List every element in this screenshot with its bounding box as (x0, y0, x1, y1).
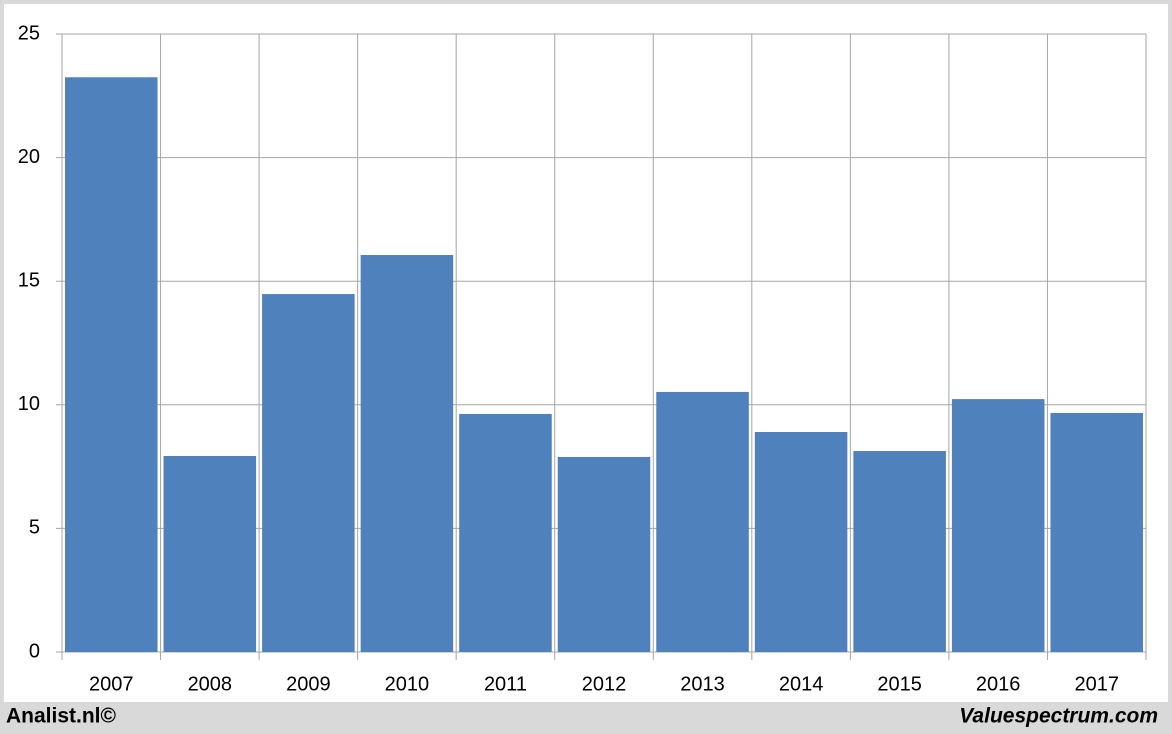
bar (65, 77, 158, 652)
bar (754, 431, 848, 652)
bar (557, 456, 651, 652)
bar (1050, 412, 1143, 652)
bar (656, 391, 749, 652)
x-tick-label: 2016 (976, 673, 1021, 695)
bar (360, 254, 454, 652)
x-tick-label: 2008 (188, 673, 233, 695)
bar (459, 413, 552, 652)
y-tick-label: 25 (18, 22, 40, 44)
y-tick-label: 5 (29, 517, 40, 539)
footer-right: Valuespectrum.com (959, 705, 1158, 728)
bar (262, 294, 355, 652)
y-tick-label: 20 (18, 146, 40, 168)
bar (951, 399, 1045, 652)
x-tick-label: 2017 (1074, 673, 1119, 695)
x-tick-label: 2012 (582, 673, 627, 695)
x-tick-label: 2014 (779, 673, 824, 695)
y-tick-label: 15 (18, 269, 40, 291)
bar (853, 451, 946, 652)
x-tick-label: 2010 (385, 673, 430, 695)
bar (163, 455, 257, 652)
x-tick-label: 2009 (286, 673, 331, 695)
x-tick-label: 2007 (89, 673, 134, 695)
y-tick-label: 0 (29, 640, 40, 662)
footer-left: Analist.nl© (6, 705, 117, 728)
x-tick-label: 2013 (680, 673, 725, 695)
y-tick-label: 10 (18, 393, 40, 415)
x-tick-label: 2015 (877, 673, 922, 695)
x-tick-label: 2011 (484, 673, 527, 695)
